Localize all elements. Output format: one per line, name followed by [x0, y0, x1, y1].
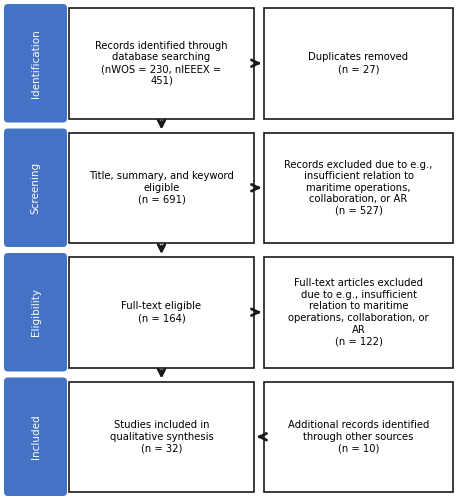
Text: Full-text articles excluded
due to e.g., insufficient
relation to maritime
opera: Full-text articles excluded due to e.g.,…	[288, 278, 429, 346]
Text: Additional records identified
through other sources
(n = 10): Additional records identified through ot…	[288, 420, 429, 454]
Text: Included: Included	[30, 414, 41, 459]
Text: Eligibility: Eligibility	[30, 288, 41, 336]
Bar	[264, 132, 453, 243]
Text: Duplicates removed
(n = 27): Duplicates removed (n = 27)	[308, 52, 408, 74]
Bar	[264, 257, 453, 368]
Text: Title, summary, and keyword
eligible
(n = 691): Title, summary, and keyword eligible (n …	[89, 171, 234, 204]
Text: Records identified through
database searching
(nWOS = 230, nIEEEX =
451): Records identified through database sear…	[95, 41, 228, 86]
Bar	[264, 8, 453, 118]
Text: Studies included in
qualitative synthesis
(n = 32): Studies included in qualitative synthesi…	[110, 420, 213, 454]
Text: Identification: Identification	[30, 29, 41, 98]
FancyBboxPatch shape	[4, 128, 67, 247]
FancyBboxPatch shape	[4, 4, 67, 122]
Bar	[69, 132, 254, 243]
FancyBboxPatch shape	[4, 378, 67, 496]
FancyBboxPatch shape	[4, 253, 67, 372]
Bar	[69, 257, 254, 368]
Bar	[264, 382, 453, 492]
Bar	[69, 382, 254, 492]
Bar	[69, 8, 254, 118]
Text: Full-text eligible
(n = 164): Full-text eligible (n = 164)	[121, 302, 201, 323]
Text: Records excluded due to e.g.,
insufficient relation to
maritime operations,
coll: Records excluded due to e.g., insufficie…	[284, 160, 433, 216]
Text: Screening: Screening	[30, 162, 41, 214]
